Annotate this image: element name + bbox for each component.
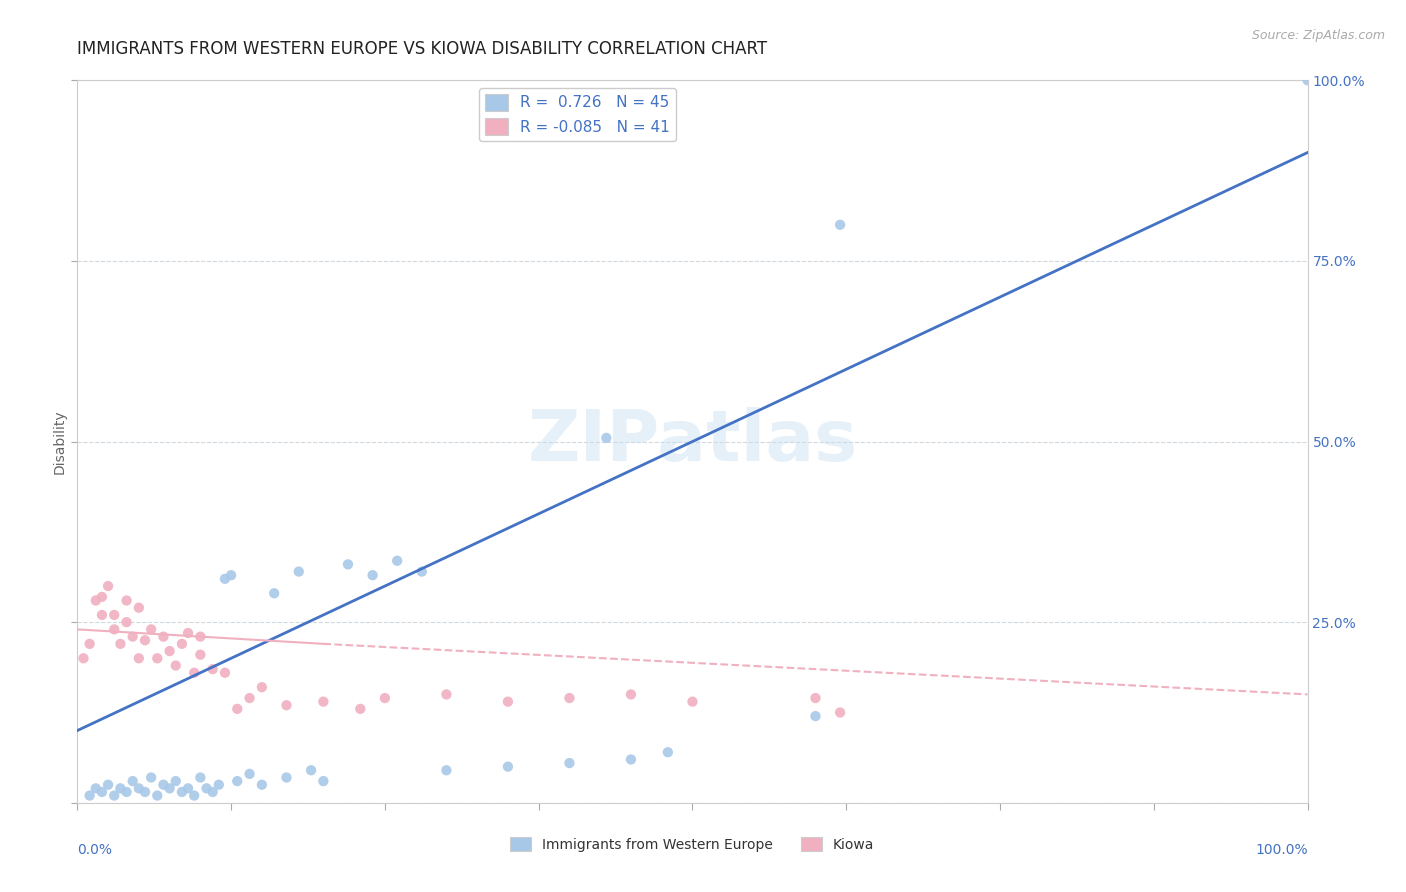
Point (263, 586, 285, 600)
Point (226, 774, 249, 789)
Point (115, 615, 138, 630)
Point (141, 623, 163, 637)
Text: ZIPatlas: ZIPatlas (527, 407, 858, 476)
Y-axis label: Disability: Disability (52, 409, 66, 474)
Point (208, 778, 231, 792)
Point (337, 558, 360, 572)
Point (115, 593, 138, 607)
Point (219, 568, 242, 582)
Point (141, 771, 163, 785)
Point (288, 565, 311, 579)
Point (349, 702, 371, 716)
Text: Source: ZipAtlas.com: Source: ZipAtlas.com (1251, 29, 1385, 42)
Point (183, 665, 205, 680)
Point (165, 774, 187, 789)
Point (146, 789, 169, 803)
Point (496, 695, 519, 709)
Point (299, 764, 322, 778)
Point (90, 607, 114, 622)
Point (134, 633, 156, 648)
Point (239, 691, 262, 706)
Point (79, 637, 101, 651)
Point (84, 593, 107, 607)
Point (436, 687, 458, 701)
Point (312, 774, 335, 789)
Point (97, 778, 120, 792)
Point (830, 706, 852, 720)
Point (146, 651, 169, 665)
Text: IMMIGRANTS FROM WESTERN EUROPE VS KIOWA DISABILITY CORRELATION CHART: IMMIGRANTS FROM WESTERN EUROPE VS KIOWA … (77, 40, 768, 58)
Text: 100.0%: 100.0% (1256, 843, 1308, 856)
Point (183, 789, 205, 803)
Point (558, 691, 581, 706)
Point (214, 665, 236, 680)
Point (121, 774, 143, 789)
Point (128, 781, 150, 796)
Point (312, 695, 335, 709)
Point (134, 785, 156, 799)
Point (128, 651, 150, 665)
Point (682, 695, 704, 709)
Point (201, 662, 224, 676)
Point (558, 756, 581, 770)
Point (170, 637, 193, 651)
Point (250, 680, 273, 694)
Point (496, 760, 519, 774)
Point (79, 789, 101, 803)
Point (152, 778, 174, 792)
Point (1296, 73, 1319, 87)
Point (657, 745, 679, 759)
Point (121, 630, 143, 644)
Point (595, 431, 617, 445)
Point (170, 785, 193, 799)
Point (188, 648, 212, 662)
Point (276, 771, 298, 785)
Point (103, 623, 125, 637)
Point (159, 781, 181, 796)
Point (152, 630, 174, 644)
Point (165, 658, 187, 673)
Point (436, 764, 458, 778)
Point (177, 626, 200, 640)
Point (361, 568, 384, 582)
Point (72, 651, 94, 665)
Point (620, 752, 643, 766)
Point (385, 554, 409, 568)
Point (201, 785, 224, 799)
Point (620, 687, 643, 701)
Point (177, 781, 200, 796)
Point (830, 218, 852, 232)
Point (128, 600, 150, 615)
Point (188, 630, 212, 644)
Point (103, 607, 125, 622)
Point (411, 565, 433, 579)
Point (195, 781, 218, 796)
Point (374, 691, 396, 706)
Legend: Immigrants from Western Europe, Kiowa: Immigrants from Western Europe, Kiowa (505, 831, 880, 857)
Point (90, 785, 114, 799)
Point (103, 789, 125, 803)
Point (250, 778, 273, 792)
Point (804, 709, 827, 723)
Point (239, 767, 262, 781)
Point (97, 579, 120, 593)
Point (214, 572, 236, 586)
Point (226, 702, 249, 716)
Point (276, 698, 298, 713)
Point (188, 771, 212, 785)
Point (110, 637, 132, 651)
Point (90, 590, 114, 604)
Point (804, 691, 827, 706)
Text: 0.0%: 0.0% (77, 843, 112, 856)
Point (110, 781, 132, 796)
Point (159, 644, 181, 658)
Point (115, 785, 138, 799)
Point (84, 781, 107, 796)
